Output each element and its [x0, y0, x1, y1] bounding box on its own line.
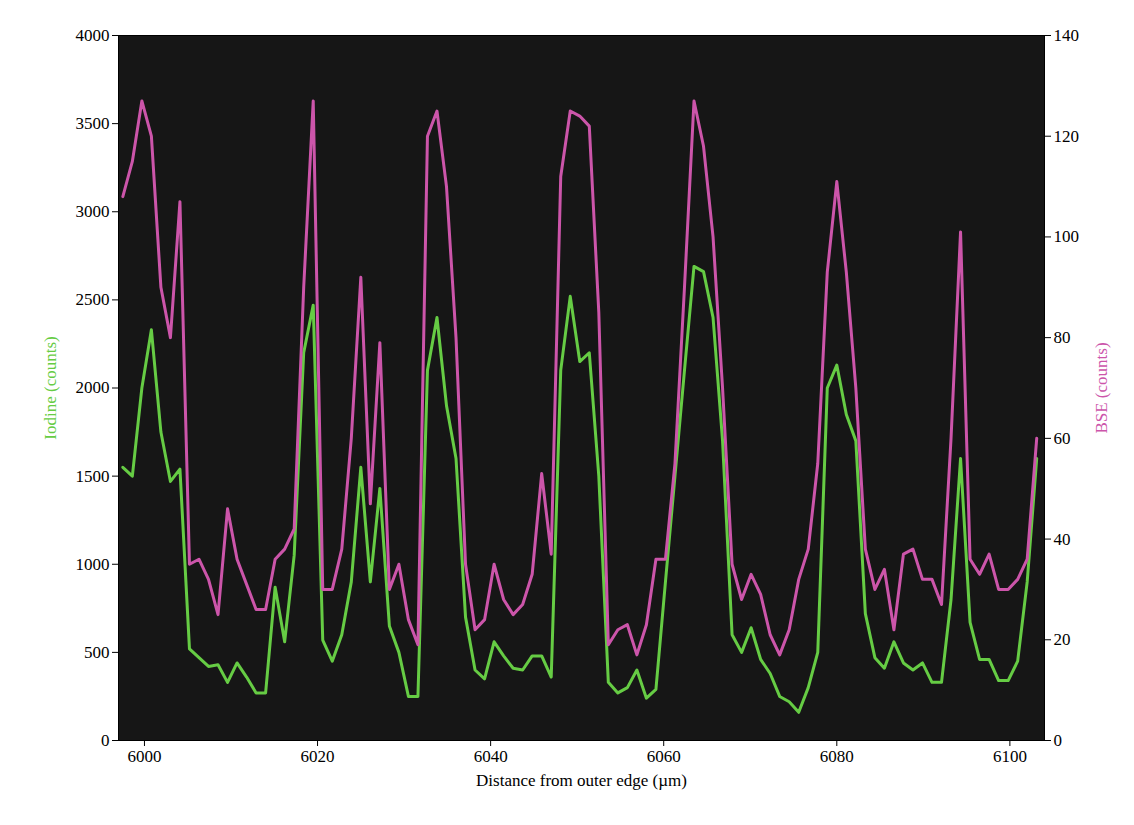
svg-text:140: 140: [1054, 26, 1080, 45]
svg-text:60: 60: [1054, 429, 1071, 448]
svg-text:100: 100: [1054, 227, 1080, 246]
svg-text:1500: 1500: [76, 467, 110, 486]
svg-text:40: 40: [1054, 530, 1071, 549]
svg-text:120: 120: [1054, 127, 1080, 146]
svg-text:6020: 6020: [301, 747, 335, 766]
svg-text:0: 0: [1054, 731, 1063, 750]
svg-text:2500: 2500: [76, 290, 110, 309]
svg-text:Iodine (counts): Iodine (counts): [41, 336, 60, 439]
svg-text:80: 80: [1054, 328, 1071, 347]
svg-text:3500: 3500: [76, 114, 110, 133]
svg-text:6080: 6080: [820, 747, 854, 766]
svg-text:BSE (counts): BSE (counts): [1092, 342, 1111, 433]
svg-text:4000: 4000: [76, 26, 110, 45]
svg-text:2000: 2000: [76, 378, 110, 397]
svg-text:Distance from outer edge (µm): Distance from outer edge (µm): [476, 771, 687, 790]
svg-text:3000: 3000: [76, 202, 110, 221]
svg-text:6000: 6000: [127, 747, 161, 766]
svg-text:6040: 6040: [474, 747, 508, 766]
svg-text:20: 20: [1054, 630, 1071, 649]
svg-text:0: 0: [101, 731, 110, 750]
svg-text:6100: 6100: [993, 747, 1027, 766]
svg-text:500: 500: [84, 643, 110, 662]
svg-text:1000: 1000: [76, 555, 110, 574]
svg-text:6060: 6060: [647, 747, 681, 766]
